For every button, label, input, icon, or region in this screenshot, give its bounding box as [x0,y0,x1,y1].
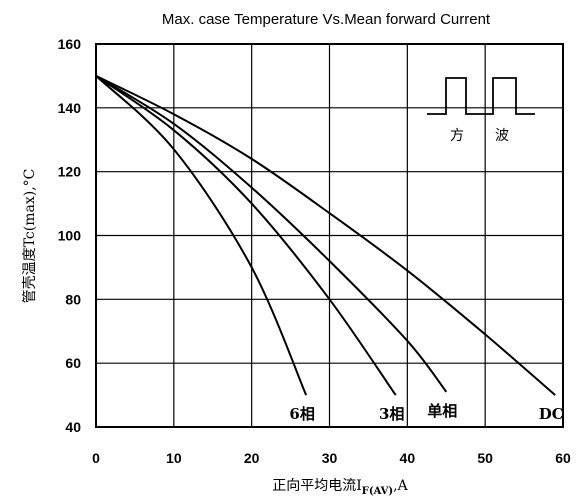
y-tick-label: 40 [65,419,81,435]
series-label-3-phase: 3相 [379,405,404,423]
x-tick-label: 10 [166,450,182,466]
x-tick-label: 30 [322,450,338,466]
x-tick-label: 20 [244,450,260,466]
chart-title: Max. case Temperature Vs.Mean forward Cu… [162,11,491,28]
series-line-single-phase [95,75,448,393]
x-axis-label-main: 正向平均电流I [272,478,362,494]
square-wave-icon [427,77,535,115]
y-tick-label: 140 [58,100,82,116]
series-line-3-phase [95,75,397,396]
series-line-6-phase [95,75,308,396]
x-tick-labels: 0 10 20 30 40 50 60 [92,450,571,466]
y-tick-label: 160 [58,36,82,52]
plot-frame [95,43,564,428]
y-tick-label: 80 [65,291,81,307]
y-tick-labels: 40 60 80 100 120 140 160 [58,36,82,435]
y-axis-label: 管壳温度Tc(max),°C [21,169,38,304]
inset-label-right: 波 [495,128,509,144]
x-tick-label: 0 [92,450,100,466]
y-tick-label: 120 [58,164,82,180]
y-tick-label: 100 [58,228,82,244]
series-label-dc: DC [539,405,564,423]
series-label-single-phase: 单相 [427,402,457,420]
x-axis-label: 正向平均电流IF(AV),A [272,478,408,497]
series-group [95,75,556,396]
x-tick-label: 60 [555,450,571,466]
x-axis-label-subscript: F(AV) [362,486,393,497]
inset-label-left: 方 [450,128,464,144]
y-tick-label: 60 [65,355,81,371]
series-line-dc [95,75,556,396]
x-tick-label: 50 [477,450,493,466]
grid [96,44,563,427]
x-axis-label-suffix: ,A [393,478,408,494]
waveform-inset: 方 波 [427,77,535,144]
series-label-6-phase: 6相 [289,405,314,423]
series-labels: DC 单相 3相 6相 [289,402,563,423]
x-tick-label: 40 [400,450,416,466]
